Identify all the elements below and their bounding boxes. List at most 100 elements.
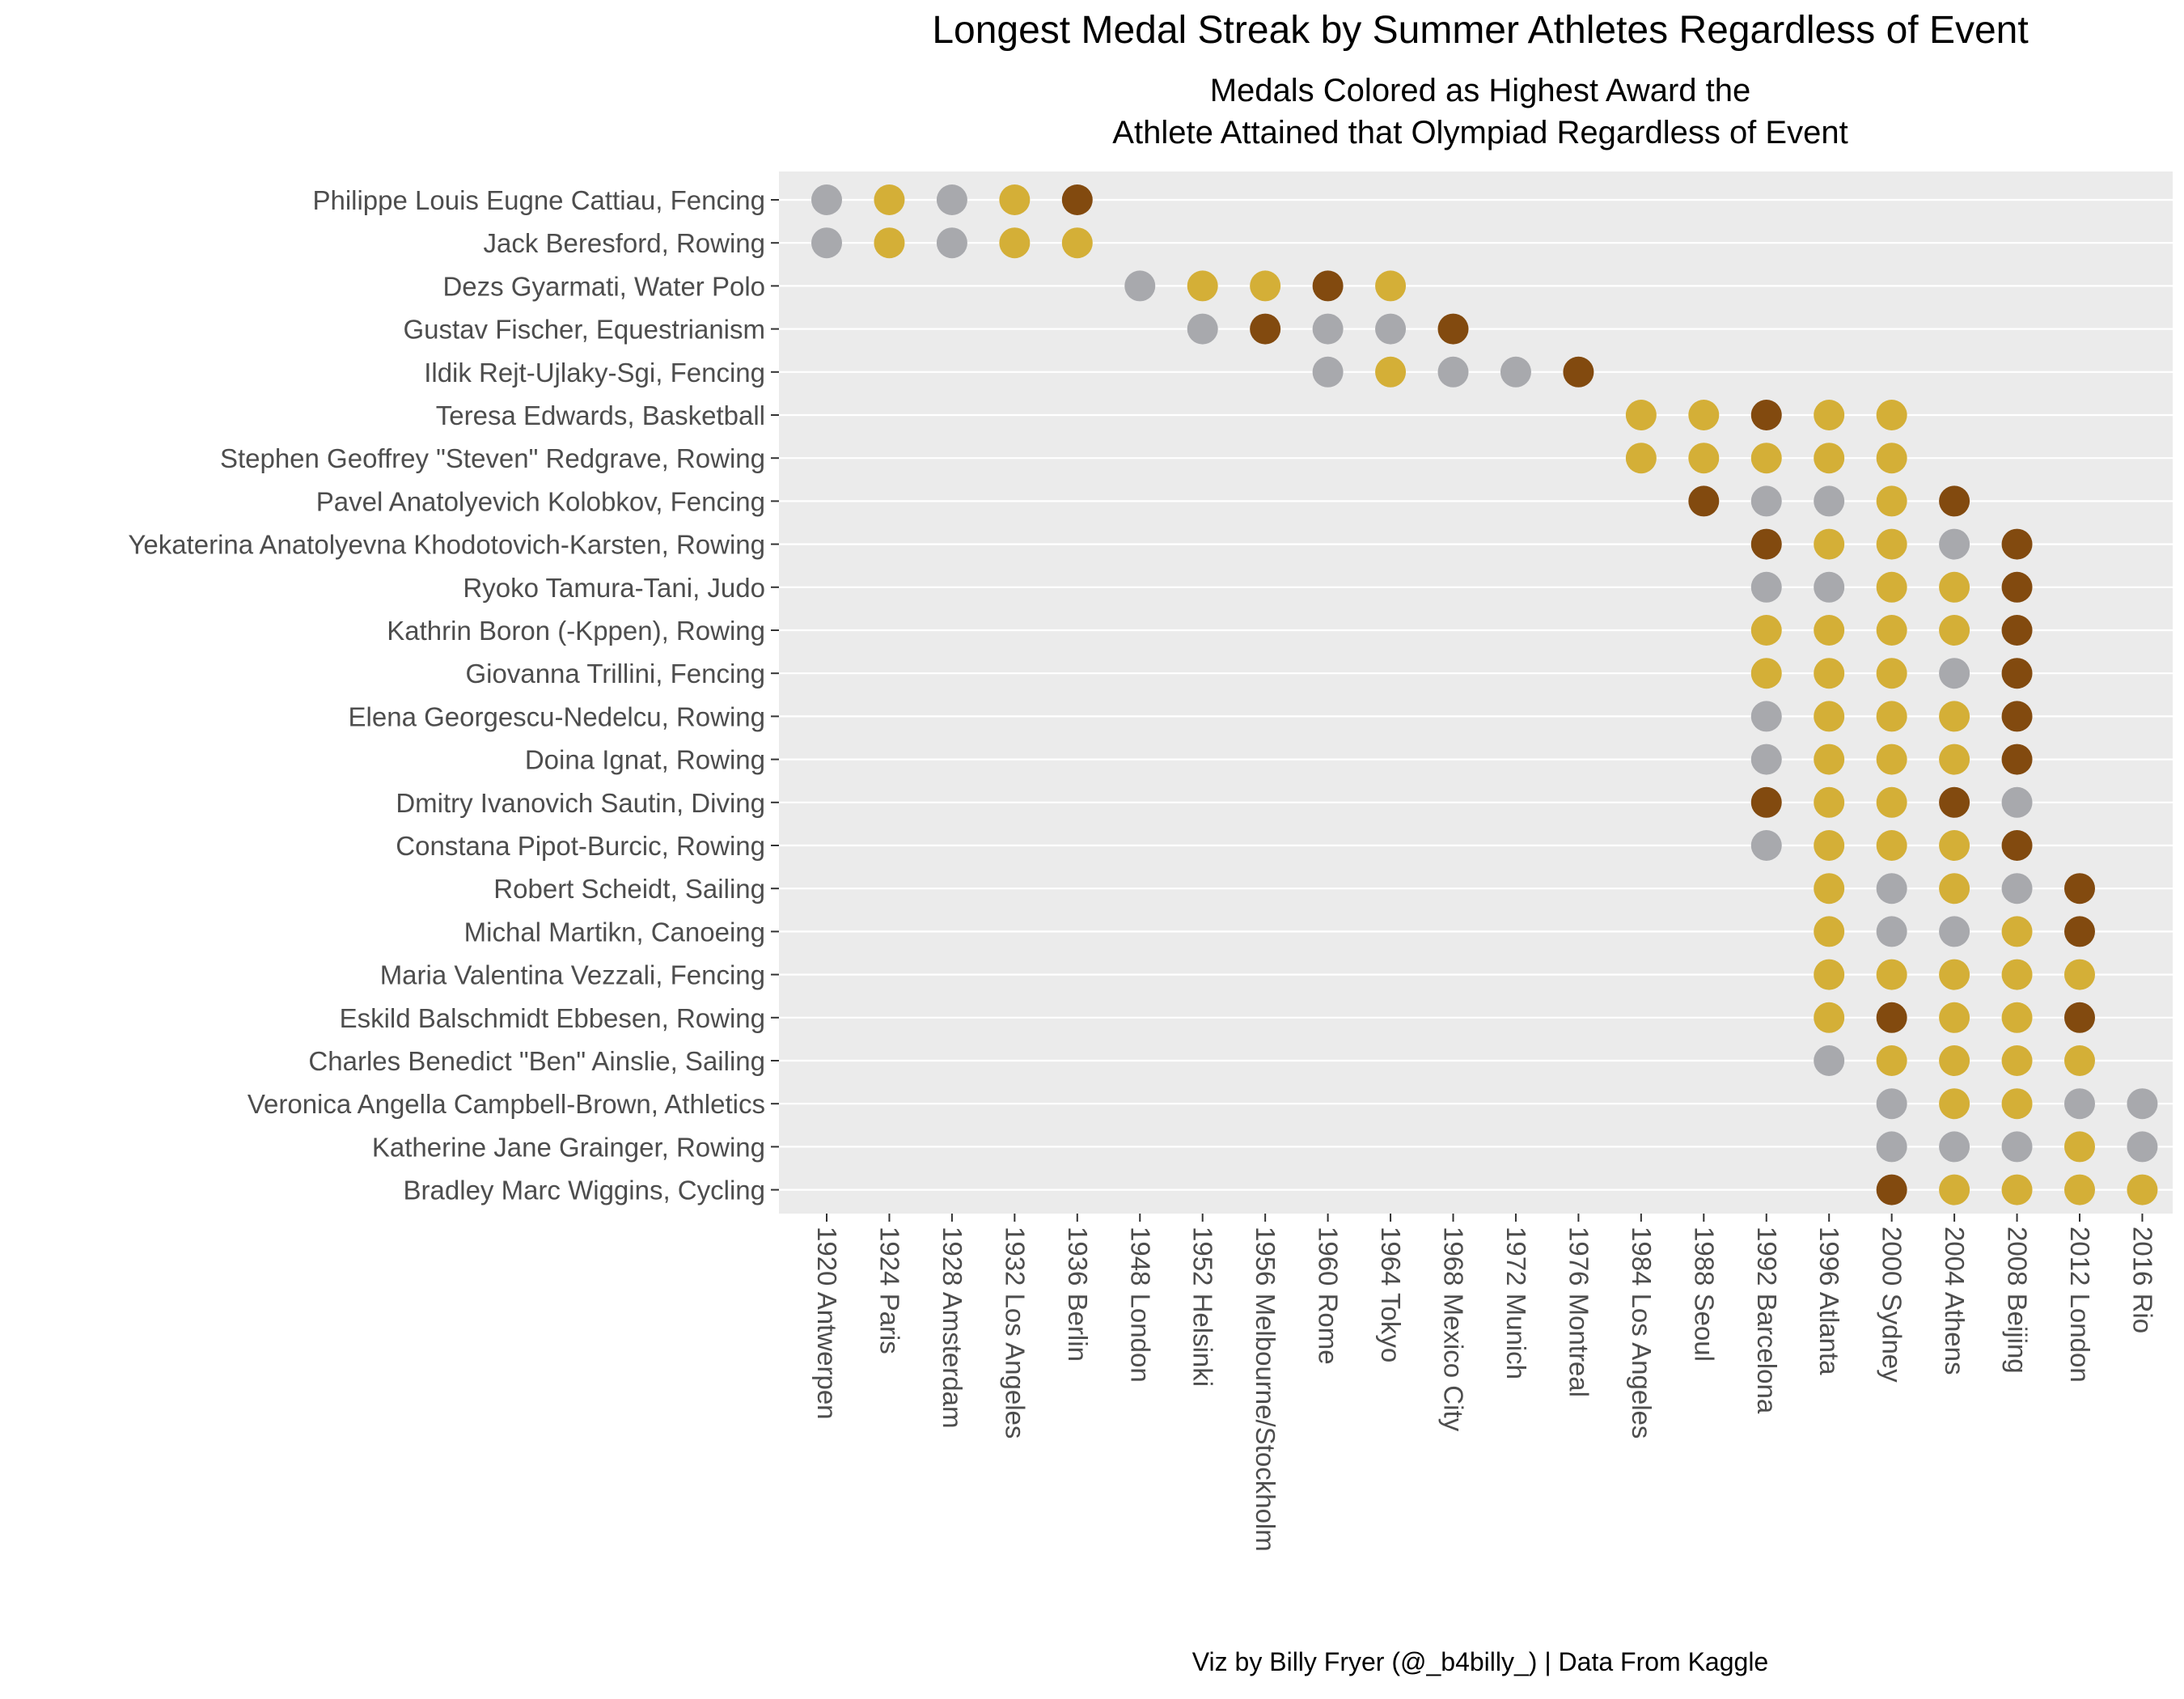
medal-point-silver [936, 184, 967, 215]
medal-point-bronze [1437, 313, 1469, 345]
x-tick-label: 1956 Melbourne/Stockholm [1251, 1227, 1280, 1552]
x-tick-label: 2000 Sydney [1877, 1227, 1907, 1383]
x-tick-label: 1948 London [1125, 1227, 1155, 1383]
medal-point-gold [1814, 443, 1845, 474]
medal-point-gold [1876, 615, 1907, 646]
medal-point-gold [2064, 1131, 2095, 1163]
y-tick-label: Giovanna Trillini, Fencing [465, 659, 765, 688]
medal-point-silver [1375, 313, 1407, 345]
medal-point-bronze [1750, 400, 1782, 430]
medal-point-gold [1939, 615, 1970, 646]
medal-point-silver [1750, 485, 1782, 517]
x-tick-label: 2012 London [2065, 1227, 2095, 1383]
medal-point-gold [1375, 270, 1407, 302]
medal-point-gold [2001, 1002, 2033, 1033]
medal-point-silver [1187, 313, 1218, 345]
medal-point-gold [2064, 1174, 2095, 1205]
medal-point-gold [1814, 830, 1845, 861]
medal-point-silver [1814, 1045, 1845, 1076]
medal-point-gold [1876, 528, 1907, 560]
medal-point-gold [1688, 400, 1720, 430]
medal-point-bronze [2001, 744, 2033, 775]
medal-point-gold [1876, 658, 1907, 689]
medal-point-silver [811, 184, 842, 215]
medal-point-bronze [2064, 1002, 2095, 1033]
x-tick-label: 1952 Helsinki [1188, 1227, 1218, 1387]
y-tick-label: Doina Ignat, Rowing [525, 745, 765, 775]
medal-point-gold [2001, 916, 2033, 947]
medal-point-gold [1876, 701, 1907, 732]
y-tick-label: Constana Pipot-Burcic, Rowing [396, 831, 765, 861]
medal-point-gold [1625, 400, 1657, 430]
x-axis: 1920 Antwerpen 1924 Paris 1928 Amsterdam 19… [812, 1214, 2157, 1552]
medal-point-silver [1124, 270, 1156, 302]
medal-point-gold [1625, 443, 1657, 474]
medal-point-gold [1876, 571, 1907, 603]
medal-point-bronze [2001, 658, 2033, 689]
medal-point-gold [1750, 443, 1782, 474]
y-tick-label: Ryoko Tamura-Tani, Judo [463, 573, 765, 603]
medal-point-bronze [2001, 528, 2033, 560]
medal-point-silver [1500, 356, 1531, 388]
medal-point-silver [1750, 571, 1782, 603]
medal-point-gold [2064, 1045, 2095, 1076]
medal-point-silver [2001, 786, 2033, 818]
medal-point-bronze [1061, 184, 1093, 215]
x-tick-label: 2016 Rio [2127, 1227, 2157, 1333]
medal-point-bronze [1876, 1174, 1907, 1205]
medal-point-bronze [1750, 786, 1782, 818]
medal-point-gold [1876, 485, 1907, 517]
medal-point-gold [1814, 1002, 1845, 1033]
medal-point-gold [1876, 830, 1907, 861]
medal-point-bronze [1876, 1002, 1907, 1033]
x-tick-label: 1976 Montreal [1564, 1227, 1594, 1397]
medal-point-gold [1876, 786, 1907, 818]
medal-point-gold [1814, 873, 1845, 905]
medal-point-silver [1814, 571, 1845, 603]
medal-point-silver [1939, 528, 1970, 560]
medal-points [811, 184, 2158, 1205]
y-tick-label: Stephen Geoffrey "Steven" Redgrave, Rowi… [220, 443, 765, 473]
medal-point-gold [1814, 744, 1845, 775]
medal-point-gold [1939, 701, 1970, 732]
medal-point-gold [1939, 1174, 1970, 1205]
x-tick-label: 1960 Rome [1314, 1227, 1344, 1365]
medal-point-gold [1939, 959, 1970, 990]
y-tick-label: Charles Benedict "Ben" Ainslie, Sailing [308, 1046, 765, 1076]
medal-point-gold [1814, 786, 1845, 818]
medal-point-bronze [2001, 571, 2033, 603]
medal-point-silver [1750, 830, 1782, 861]
y-tick-label: Dmitry Ivanovich Sautin, Diving [396, 788, 765, 818]
medal-point-gold [1814, 959, 1845, 990]
medal-point-gold [2064, 959, 2095, 990]
y-axis: Philippe Louis Eugne Cattiau, Fencing Jac… [128, 185, 779, 1205]
x-tick-label: 2004 Athens [1940, 1227, 1970, 1375]
medal-point-silver [936, 227, 967, 259]
medal-point-silver [2127, 1088, 2158, 1120]
x-tick-label: 1968 Mexico City [1439, 1227, 1469, 1432]
y-tick-label: Pavel Anatolyevich Kolobkov, Fencing [316, 486, 765, 516]
medal-point-gold [1814, 658, 1845, 689]
medal-point-gold [1876, 400, 1907, 430]
medal-point-silver [1939, 1131, 1970, 1163]
x-tick-label: 1928 Amsterdam [938, 1227, 967, 1428]
medal-point-bronze [2064, 916, 2095, 947]
x-tick-label: 1964 Tokyo [1376, 1227, 1406, 1362]
chart-title: Longest Medal Streak by Summer Athletes … [932, 9, 2029, 52]
x-tick-label: 1932 Los Angeles [1000, 1227, 1030, 1438]
medal-point-bronze [1563, 356, 1594, 388]
medal-point-silver [1814, 485, 1845, 517]
medal-point-gold [999, 227, 1031, 259]
medal-point-bronze [2001, 701, 2033, 732]
medal-point-gold [1814, 701, 1845, 732]
y-tick-label: Kathrin Boron (-Kppen), Rowing [387, 616, 765, 646]
y-tick-label: Elena Georgescu-Nedelcu, Rowing [349, 701, 765, 731]
medal-point-gold [1814, 916, 1845, 947]
medal-point-gold [1814, 400, 1845, 430]
y-tick-label: Maria Valentina Vezzali, Fencing [380, 960, 765, 990]
x-tick-label: 2008 Beijing [2003, 1227, 2033, 1374]
y-tick-label: Jack Beresford, Rowing [484, 228, 765, 258]
medal-point-bronze [2064, 873, 2095, 905]
y-tick-label: Katherine Jane Grainger, Rowing [372, 1132, 765, 1162]
